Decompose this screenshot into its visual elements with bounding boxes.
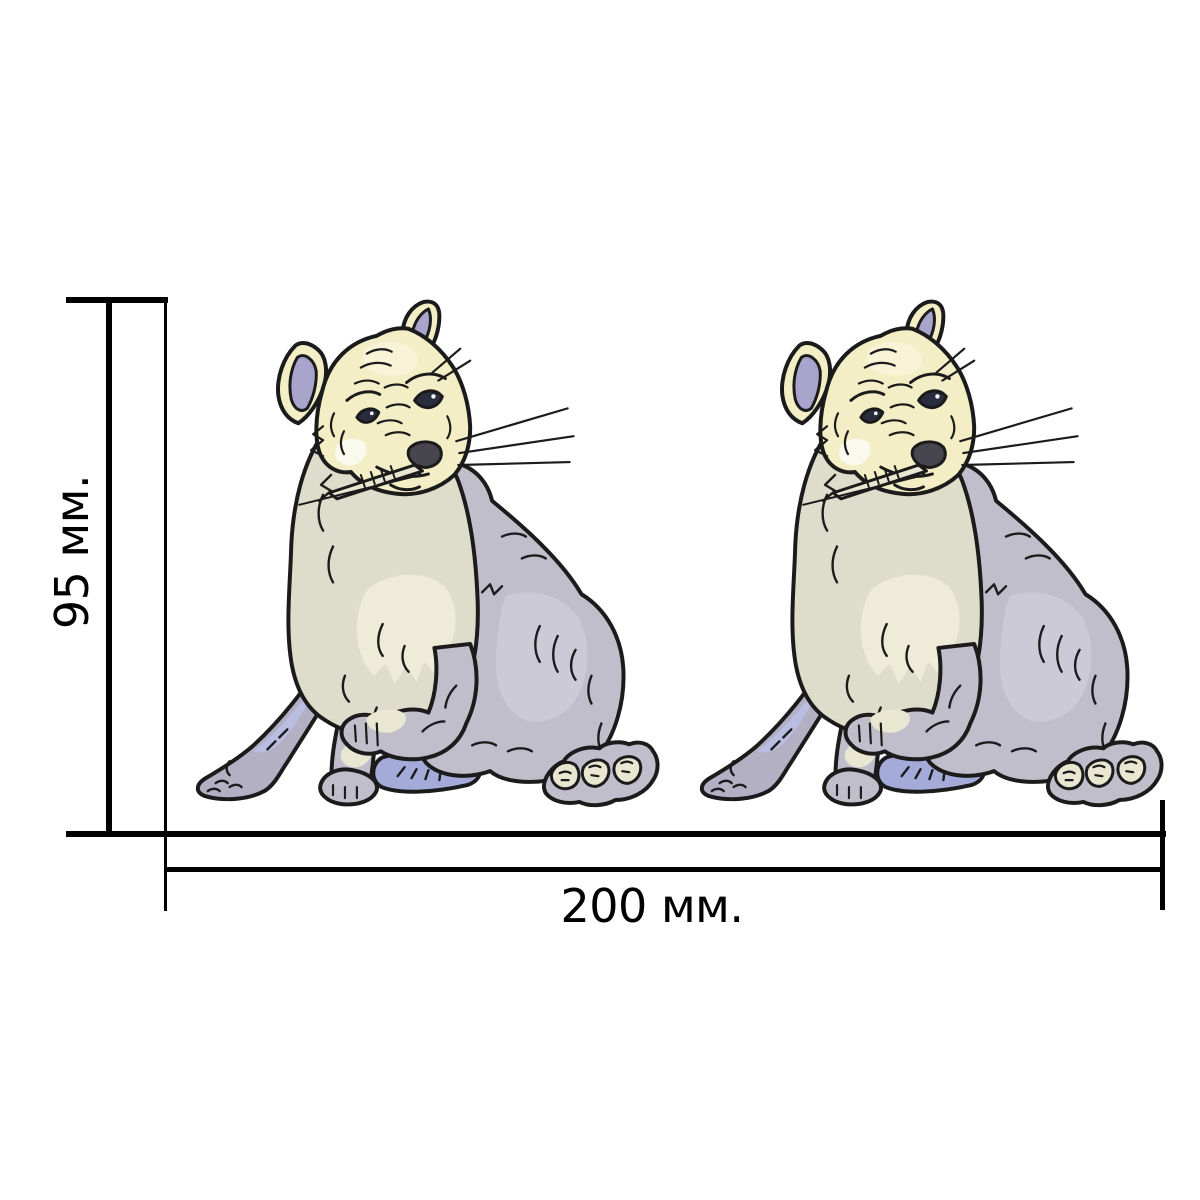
height-dimension-line <box>106 297 112 837</box>
right-extension-tick <box>1160 800 1165 910</box>
width-label: 200 мм. <box>560 879 744 933</box>
width-dimension-line <box>166 867 1165 872</box>
wolf-illustration-use <box>702 302 1162 806</box>
wolf-illustration-left <box>172 296 669 808</box>
height-dimension-cap-top <box>66 297 168 303</box>
wolf-illustration-right <box>676 296 1173 808</box>
height-label: 95 мм. <box>45 474 99 630</box>
wolf-illustration-use <box>198 302 658 806</box>
left-extension-line <box>164 299 167 911</box>
bottom-baseline <box>66 831 1166 837</box>
